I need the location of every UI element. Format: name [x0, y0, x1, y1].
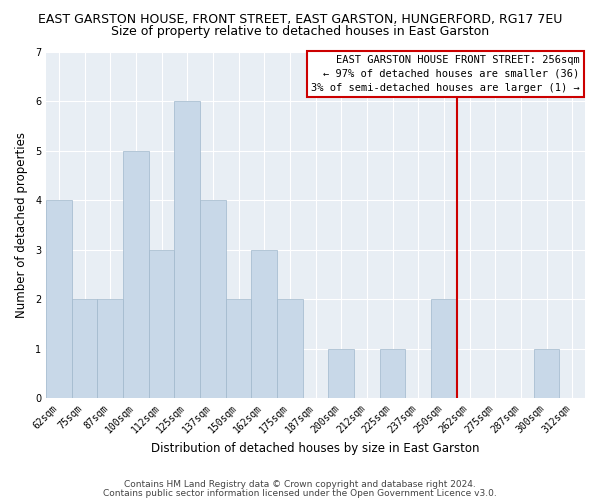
- Bar: [149, 250, 175, 398]
- Y-axis label: Number of detached properties: Number of detached properties: [15, 132, 28, 318]
- Bar: [277, 299, 302, 398]
- Bar: [380, 348, 406, 398]
- Bar: [251, 250, 277, 398]
- X-axis label: Distribution of detached houses by size in East Garston: Distribution of detached houses by size …: [151, 442, 480, 455]
- Bar: [175, 101, 200, 398]
- Text: EAST GARSTON HOUSE FRONT STREET: 256sqm
← 97% of detached houses are smaller (36: EAST GARSTON HOUSE FRONT STREET: 256sqm …: [311, 55, 580, 93]
- Bar: [72, 299, 97, 398]
- Bar: [533, 348, 559, 398]
- Text: Contains public sector information licensed under the Open Government Licence v3: Contains public sector information licen…: [103, 488, 497, 498]
- Text: Contains HM Land Registry data © Crown copyright and database right 2024.: Contains HM Land Registry data © Crown c…: [124, 480, 476, 489]
- Bar: [226, 299, 251, 398]
- Bar: [431, 299, 457, 398]
- Bar: [46, 200, 72, 398]
- Bar: [328, 348, 354, 398]
- Text: Size of property relative to detached houses in East Garston: Size of property relative to detached ho…: [111, 25, 489, 38]
- Bar: [123, 150, 149, 398]
- Text: EAST GARSTON HOUSE, FRONT STREET, EAST GARSTON, HUNGERFORD, RG17 7EU: EAST GARSTON HOUSE, FRONT STREET, EAST G…: [38, 12, 562, 26]
- Bar: [97, 299, 123, 398]
- Bar: [200, 200, 226, 398]
